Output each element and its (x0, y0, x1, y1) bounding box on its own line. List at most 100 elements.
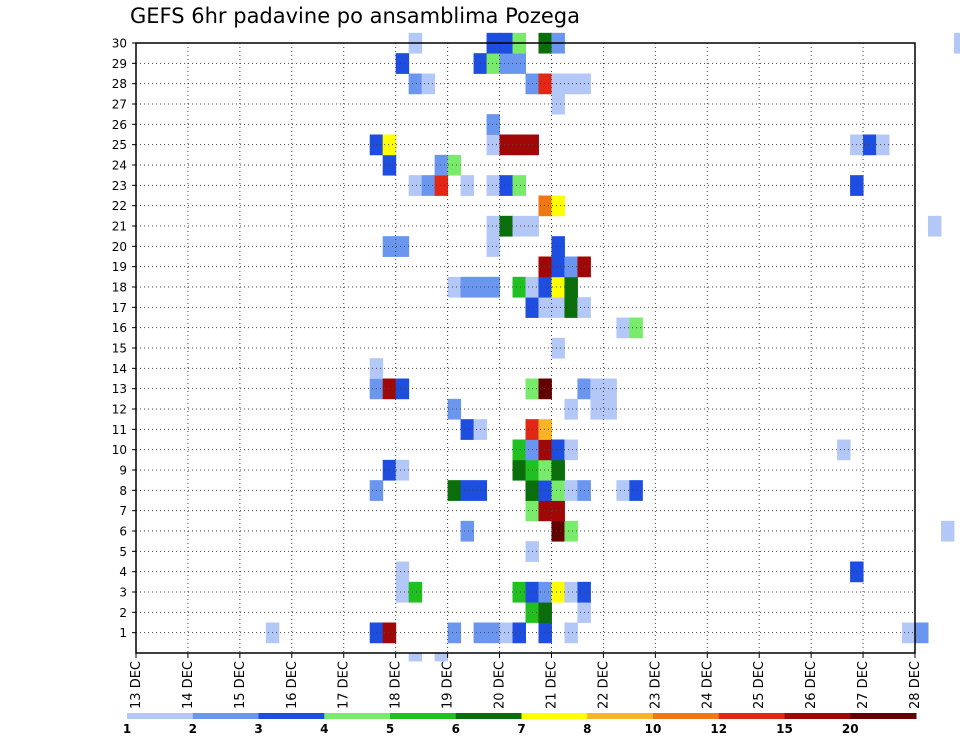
y-tick-label: 25 (112, 138, 127, 152)
colorbar-segment (192, 713, 259, 719)
precip-cell (538, 500, 552, 522)
colorbar-label: 7 (517, 722, 525, 736)
precip-cell (434, 175, 449, 196)
x-tick-label: 19 DEC (441, 661, 456, 709)
colorbar-label: 5 (386, 722, 394, 736)
y-tick-label: 22 (112, 199, 127, 213)
x-tick-label: 17 DEC (337, 661, 352, 709)
precip-cell (512, 581, 526, 603)
y-tick-label: 30 (112, 37, 127, 51)
precip-cell (447, 622, 462, 644)
precip-cell (408, 653, 423, 662)
precip-cell (953, 32, 960, 54)
x-tick-label: 14 DEC (181, 661, 196, 709)
precip-cell (408, 73, 423, 95)
precip-cell (395, 581, 410, 603)
colorbar-segment (587, 713, 654, 719)
colorbar-label: 20 (842, 722, 859, 736)
precip-cell (486, 134, 501, 156)
colorbar-segment (653, 713, 720, 719)
chart-title: GEFS 6hr padavine po ansamblima Pozega (130, 4, 581, 28)
precip-cell (486, 53, 501, 74)
precip-cell (551, 337, 565, 359)
precip-cell (395, 53, 410, 74)
y-tick-label: 3 (119, 586, 127, 600)
y-tick-label: 7 (119, 504, 127, 518)
precip-cell (486, 622, 501, 644)
precip-cell (538, 581, 552, 603)
precip-cell (395, 378, 410, 400)
precip-cell (564, 581, 578, 603)
y-tick-label: 17 (112, 301, 127, 315)
x-tick-label: 13 DEC (129, 661, 144, 709)
precip-cell (551, 276, 565, 298)
y-tick-label: 11 (112, 423, 127, 437)
precip-cell (460, 276, 475, 298)
precip-cell (538, 297, 552, 318)
y-tick-label: 19 (112, 260, 127, 274)
precip-cell (616, 480, 630, 501)
precip-cell (915, 622, 929, 644)
precip-cell (603, 398, 617, 420)
colorbar-label: 12 (710, 722, 727, 736)
colorbar-layer: 1 2 3 4 5 6 7 8 10 12 15 20 (123, 713, 917, 736)
x-tick-label: 22 DEC (596, 661, 611, 709)
precip-cell (382, 459, 397, 481)
precip-cell (486, 215, 501, 237)
y-tick-label: 24 (112, 159, 127, 173)
precip-cell (551, 73, 565, 95)
precip-cell (395, 236, 410, 257)
precip-cell (538, 622, 552, 644)
precip-cell (460, 419, 475, 440)
x-tick-label: 21 DEC (544, 661, 559, 709)
precip-cell (382, 154, 397, 176)
x-tick-label: 26 DEC (804, 661, 819, 709)
colorbar-segment (127, 713, 194, 719)
precip-cell (538, 256, 552, 278)
y-tick-label: 8 (119, 484, 127, 498)
colorbar-label: 8 (583, 722, 591, 736)
precip-cell (512, 53, 526, 74)
precip-cell (564, 439, 578, 461)
precip-cell (564, 622, 578, 644)
precip-cell (486, 236, 501, 257)
y-tick-label: 21 (112, 220, 127, 234)
y-tick-label: 9 (119, 464, 127, 478)
axes-layer: 1234567891011121314151617181920212223242… (112, 37, 923, 709)
colorbar-label: 6 (452, 722, 460, 736)
precip-cell (538, 439, 552, 461)
precip-cell (551, 459, 565, 481)
precip-cell (538, 480, 552, 501)
precip-cell (551, 439, 565, 461)
colorbar-segment (455, 713, 522, 719)
precip-cell (538, 419, 552, 440)
precip-cell (395, 459, 410, 481)
grid-layer (136, 42, 915, 653)
colorbar-label: 1 (123, 722, 131, 736)
cells-layer (265, 32, 960, 662)
precip-cell (382, 134, 397, 156)
y-tick-label: 23 (112, 179, 127, 193)
y-tick-label: 20 (112, 240, 127, 254)
colorbar-label: 15 (776, 722, 793, 736)
precip-cell (940, 520, 955, 542)
precip-cell (590, 398, 604, 420)
x-tick-label: 20 DEC (493, 661, 508, 709)
precip-cell (499, 175, 514, 196)
precip-cell (512, 459, 526, 481)
precip-cell (486, 276, 501, 298)
y-tick-label: 14 (112, 362, 127, 376)
precip-cell (538, 602, 552, 623)
precip-cell (460, 520, 475, 542)
precip-cell (434, 653, 449, 662)
colorbar-segment (850, 713, 917, 719)
precip-cell (499, 53, 514, 74)
y-tick-label: 6 (119, 525, 127, 539)
precip-cell (538, 459, 552, 481)
precip-cell (564, 256, 578, 278)
precip-cell (551, 93, 565, 115)
x-tick-label: 24 DEC (700, 661, 715, 709)
y-tick-label: 16 (112, 321, 127, 335)
precip-cell (447, 398, 462, 420)
precip-cell (564, 480, 578, 501)
